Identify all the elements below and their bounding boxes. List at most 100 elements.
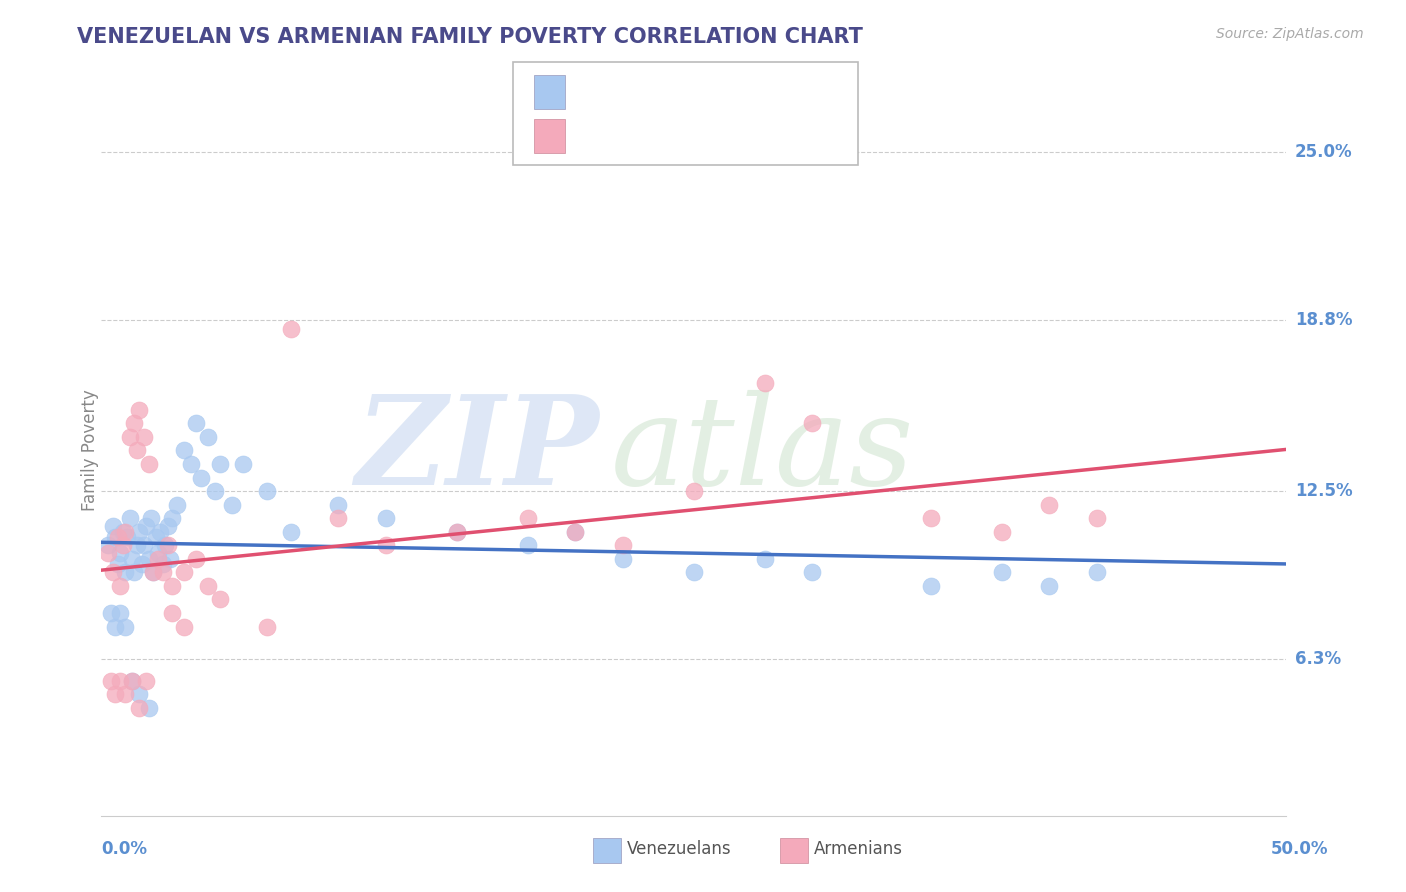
Text: atlas: atlas xyxy=(610,390,914,511)
Point xyxy=(166,498,188,512)
Point xyxy=(564,524,586,539)
Point xyxy=(1085,511,1108,525)
Text: Armenians: Armenians xyxy=(814,840,903,858)
Point xyxy=(135,673,157,688)
Point xyxy=(162,579,184,593)
Point xyxy=(374,538,396,552)
Point xyxy=(146,551,169,566)
Point xyxy=(107,530,129,544)
Point xyxy=(118,511,141,525)
Point xyxy=(118,430,141,444)
Text: 0.0%: 0.0% xyxy=(101,840,148,858)
Point xyxy=(754,551,776,566)
Point xyxy=(564,524,586,539)
Point xyxy=(280,321,302,335)
Text: Source: ZipAtlas.com: Source: ZipAtlas.com xyxy=(1216,27,1364,41)
Point xyxy=(162,511,184,525)
Point xyxy=(128,524,150,539)
Point xyxy=(138,701,160,715)
Point xyxy=(104,619,127,633)
Point xyxy=(114,566,136,580)
Point xyxy=(180,457,202,471)
Point xyxy=(97,546,120,560)
Text: ZIP: ZIP xyxy=(356,390,599,511)
Point xyxy=(256,484,278,499)
Point xyxy=(280,524,302,539)
Text: 18.8%: 18.8% xyxy=(1295,311,1353,329)
Point xyxy=(612,551,634,566)
Point xyxy=(184,551,207,566)
Point xyxy=(132,538,155,552)
Point xyxy=(124,417,146,431)
Point xyxy=(920,511,942,525)
Point xyxy=(162,606,184,620)
Point xyxy=(159,551,181,566)
Point xyxy=(145,530,167,544)
Point xyxy=(173,619,195,633)
Point xyxy=(138,551,160,566)
Point xyxy=(121,673,143,688)
Point xyxy=(125,443,148,458)
Point xyxy=(125,538,148,552)
Point xyxy=(124,566,146,580)
Point xyxy=(128,687,150,701)
Point xyxy=(516,538,538,552)
Point xyxy=(114,619,136,633)
Text: 25.0%: 25.0% xyxy=(1295,144,1353,161)
Text: R = -0.117   N = 59: R = -0.117 N = 59 xyxy=(576,84,768,102)
Point xyxy=(173,566,195,580)
Point xyxy=(107,558,129,572)
Point xyxy=(374,511,396,525)
Text: 6.3%: 6.3% xyxy=(1295,650,1341,668)
Point xyxy=(104,687,127,701)
Point xyxy=(208,592,231,607)
Point xyxy=(101,519,124,533)
Point xyxy=(197,430,219,444)
Point xyxy=(152,558,174,572)
Point xyxy=(139,511,162,525)
Point xyxy=(173,443,195,458)
Point xyxy=(135,519,157,533)
Point xyxy=(121,673,143,688)
Point xyxy=(111,524,134,539)
Point xyxy=(232,457,254,471)
Point xyxy=(184,417,207,431)
Point xyxy=(1038,579,1060,593)
Point xyxy=(100,673,122,688)
Point xyxy=(1085,566,1108,580)
Point xyxy=(156,538,179,552)
Point xyxy=(221,498,243,512)
Point xyxy=(683,484,704,499)
Point xyxy=(142,566,165,580)
Y-axis label: Family Poverty: Family Poverty xyxy=(82,390,98,511)
Text: 12.5%: 12.5% xyxy=(1295,482,1353,500)
Point xyxy=(920,579,942,593)
Point xyxy=(131,558,153,572)
Point xyxy=(152,566,174,580)
Point xyxy=(101,566,124,580)
Point xyxy=(256,619,278,633)
Text: 50.0%: 50.0% xyxy=(1271,840,1329,858)
Point xyxy=(801,566,824,580)
Point xyxy=(146,546,169,560)
Point xyxy=(111,538,134,552)
Point xyxy=(114,687,136,701)
Text: VENEZUELAN VS ARMENIAN FAMILY POVERTY CORRELATION CHART: VENEZUELAN VS ARMENIAN FAMILY POVERTY CO… xyxy=(77,27,863,46)
Point xyxy=(446,524,468,539)
Point xyxy=(117,530,139,544)
Point xyxy=(108,606,131,620)
Point xyxy=(197,579,219,593)
Point xyxy=(754,376,776,390)
Point xyxy=(138,457,160,471)
Point xyxy=(104,530,127,544)
Point xyxy=(121,551,143,566)
Point xyxy=(328,498,350,512)
Point xyxy=(128,402,150,417)
Point xyxy=(446,524,468,539)
Text: R =  0.179   N = 45: R = 0.179 N = 45 xyxy=(576,128,768,146)
Point xyxy=(155,538,177,552)
Point xyxy=(683,566,704,580)
Point xyxy=(328,511,350,525)
Point xyxy=(132,430,155,444)
Point xyxy=(1038,498,1060,512)
